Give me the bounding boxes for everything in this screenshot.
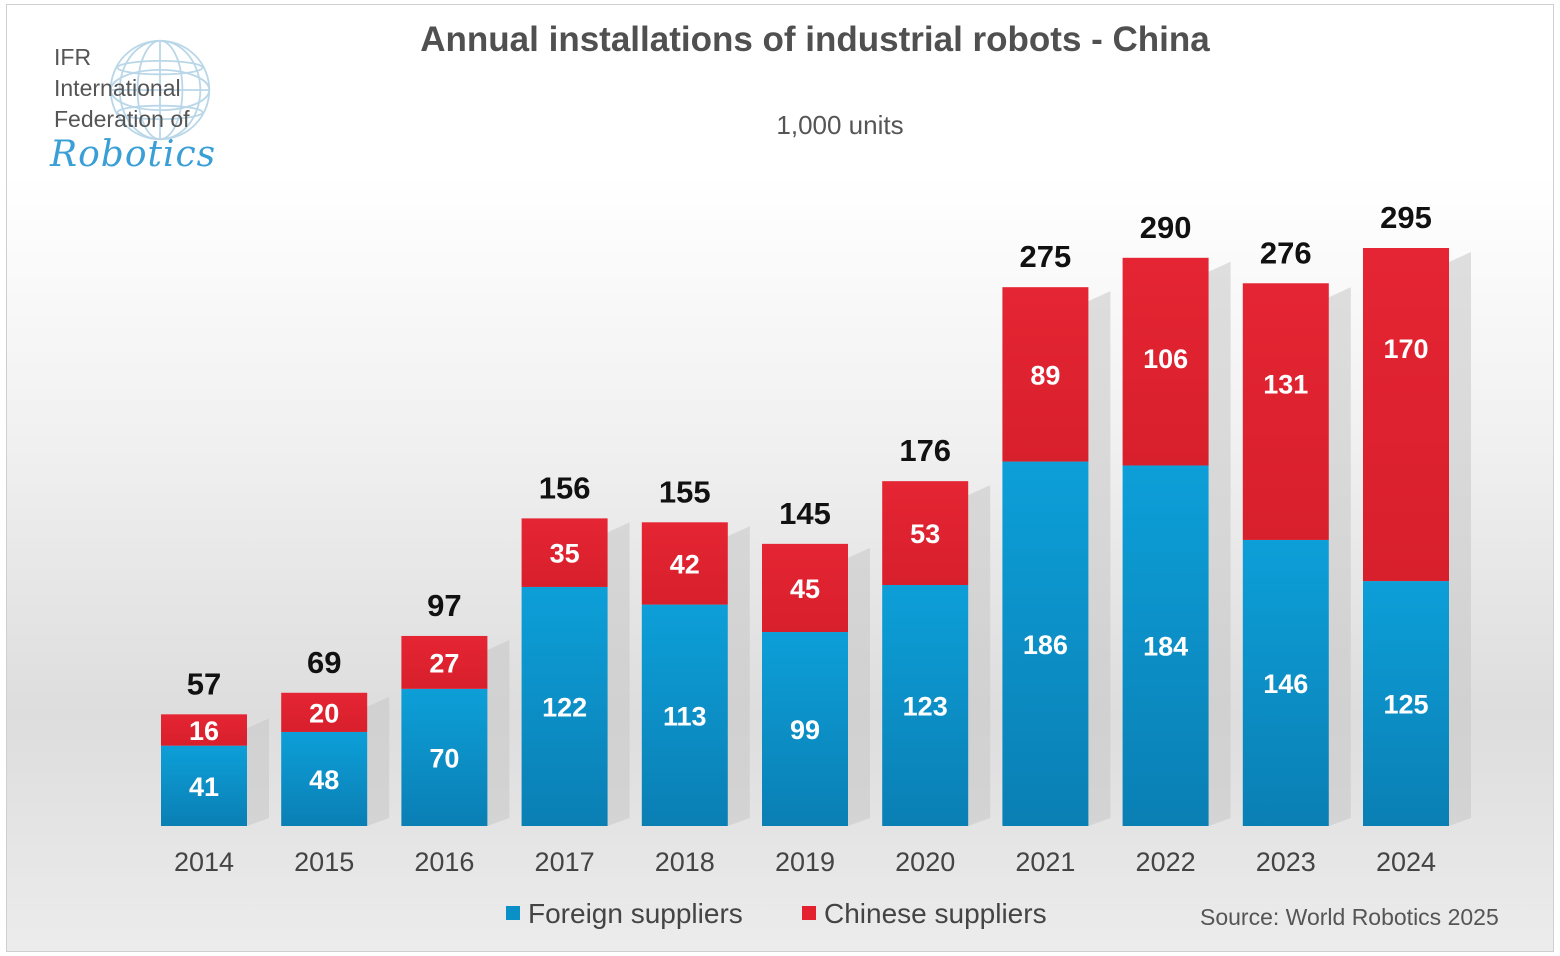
data-label-foreign: 41 bbox=[189, 772, 219, 802]
chart-subtitle: 1,000 units bbox=[776, 110, 904, 140]
bar-chinese-suppliers bbox=[1002, 287, 1089, 462]
bar-chinese-suppliers bbox=[1242, 283, 1329, 540]
data-label-chinese: 131 bbox=[1263, 369, 1308, 399]
x-tick-label: 2020 bbox=[895, 847, 955, 877]
data-label-total: 176 bbox=[899, 433, 951, 468]
bar-foreign-suppliers bbox=[1363, 581, 1449, 826]
x-tick-label: 2017 bbox=[535, 847, 595, 877]
bar-chinese-suppliers bbox=[161, 714, 247, 746]
x-tick-label: 2019 bbox=[775, 847, 835, 877]
legend-swatch-foreign bbox=[506, 905, 520, 920]
bar-foreign-suppliers bbox=[762, 632, 848, 826]
bar-shadow bbox=[727, 526, 750, 826]
bar-chinese-suppliers bbox=[401, 635, 488, 689]
bar-foreign-suppliers bbox=[1122, 465, 1209, 826]
bar-chinese-suppliers bbox=[521, 518, 608, 587]
data-label-foreign: 146 bbox=[1263, 669, 1308, 699]
data-label-chinese: 20 bbox=[309, 698, 339, 728]
data-label-total: 97 bbox=[427, 588, 461, 623]
bar-foreign-suppliers bbox=[641, 604, 728, 826]
x-tick-label: 2018 bbox=[655, 847, 715, 877]
bar-shadow bbox=[247, 718, 269, 826]
data-label-chinese: 45 bbox=[790, 574, 820, 604]
data-label-total: 156 bbox=[539, 470, 591, 505]
bar-chinese-suppliers bbox=[281, 692, 368, 732]
legend-label-foreign: Foreign suppliers bbox=[528, 898, 743, 929]
data-label-total: 276 bbox=[1260, 235, 1312, 270]
bar-chinese-suppliers bbox=[1122, 257, 1209, 466]
bars-layer: 41 16 57 2014 48 20 69 2015 70 27 97 2016 122 35 156 20… bbox=[161, 200, 1471, 877]
bar-chinese-suppliers bbox=[1363, 248, 1449, 582]
legend-swatch-chinese bbox=[802, 905, 816, 920]
data-label-chinese: 89 bbox=[1030, 360, 1060, 390]
x-tick-label: 2015 bbox=[294, 847, 354, 877]
legend-item-foreign: Foreign suppliers bbox=[506, 898, 743, 930]
bar-foreign-suppliers bbox=[1242, 539, 1329, 826]
data-label-chinese: 27 bbox=[429, 648, 459, 678]
data-label-foreign: 184 bbox=[1143, 632, 1188, 662]
ifr-logo: IFR International Federation of Robotics bbox=[48, 34, 258, 175]
bar-shadow bbox=[968, 485, 991, 826]
logo-text: IFR International Federation of bbox=[54, 42, 190, 135]
logo-robotics-script: Robotics bbox=[50, 134, 217, 175]
chart-title: Annual installations of industrial robot… bbox=[420, 20, 1210, 59]
bar-chinese-suppliers bbox=[641, 522, 728, 605]
data-label-foreign: 186 bbox=[1023, 630, 1068, 660]
data-label-total: 57 bbox=[187, 666, 221, 701]
bar-shadow bbox=[1088, 291, 1111, 827]
data-label-total: 155 bbox=[659, 474, 711, 509]
data-label-total: 145 bbox=[779, 496, 831, 531]
data-label-total: 69 bbox=[307, 645, 341, 680]
bar-shadow bbox=[607, 522, 630, 826]
bar-foreign-suppliers bbox=[1002, 461, 1089, 826]
data-label-total: 275 bbox=[1020, 239, 1072, 274]
bar-chinese-suppliers bbox=[762, 543, 848, 633]
data-label-chinese: 106 bbox=[1143, 344, 1188, 374]
bar-foreign-suppliers bbox=[161, 745, 247, 826]
data-label-total: 290 bbox=[1140, 210, 1192, 245]
bar-chinese-suppliers bbox=[882, 481, 969, 586]
data-label-chinese: 16 bbox=[189, 716, 219, 746]
bar-shadow bbox=[1208, 261, 1231, 826]
data-label-chinese: 35 bbox=[550, 539, 580, 569]
data-label-foreign: 122 bbox=[542, 692, 587, 722]
bar-shadow bbox=[1449, 252, 1471, 826]
legend-label-chinese: Chinese suppliers bbox=[824, 898, 1047, 929]
x-tick-label: 2021 bbox=[1015, 847, 1075, 877]
bar-shadow bbox=[848, 547, 870, 826]
globe-icon bbox=[109, 39, 211, 141]
x-tick-label: 2014 bbox=[174, 847, 234, 877]
bar-shadow bbox=[487, 639, 510, 826]
bar-foreign-suppliers bbox=[281, 731, 368, 826]
logo-international: International bbox=[54, 75, 181, 101]
x-tick-label: 2022 bbox=[1136, 847, 1196, 877]
data-label-foreign: 113 bbox=[663, 701, 707, 731]
bar-foreign-suppliers bbox=[882, 585, 969, 826]
bar-foreign-suppliers bbox=[521, 586, 608, 826]
bar-shadow bbox=[367, 696, 390, 826]
data-label-chinese: 170 bbox=[1383, 334, 1428, 364]
x-tick-label: 2023 bbox=[1256, 847, 1316, 877]
legend-item-chinese: Chinese suppliers bbox=[802, 898, 1047, 930]
data-label-chinese: 53 bbox=[910, 519, 940, 549]
bar-shadow bbox=[1328, 287, 1351, 826]
data-label-total: 295 bbox=[1380, 200, 1432, 235]
bar-foreign-suppliers bbox=[401, 688, 488, 826]
data-label-foreign: 48 bbox=[309, 765, 339, 795]
data-label-foreign: 125 bbox=[1383, 690, 1428, 720]
logo-ifr: IFR bbox=[54, 44, 92, 70]
data-label-foreign: 123 bbox=[903, 692, 948, 722]
source-note: Source: World Robotics 2025 bbox=[1200, 904, 1499, 930]
data-label-foreign: 99 bbox=[790, 715, 820, 745]
x-tick-label: 2016 bbox=[414, 847, 474, 877]
data-label-chinese: 42 bbox=[670, 549, 700, 579]
logo-federation: Federation of bbox=[54, 106, 190, 132]
data-label-foreign: 70 bbox=[429, 743, 459, 773]
x-tick-label: 2024 bbox=[1376, 847, 1436, 877]
